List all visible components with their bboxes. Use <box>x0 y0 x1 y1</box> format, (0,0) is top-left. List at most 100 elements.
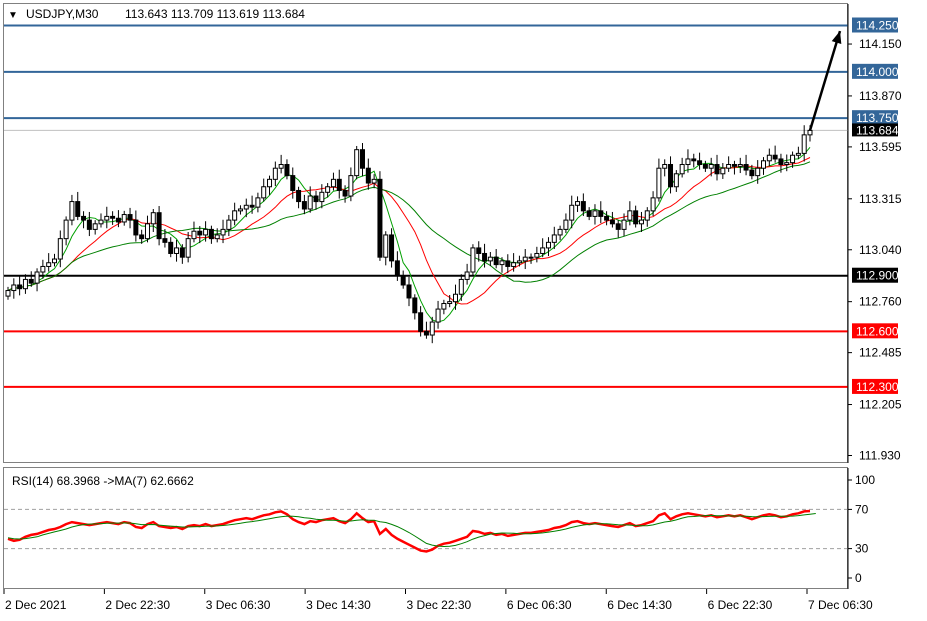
candle-bull <box>470 247 476 273</box>
candle-bear <box>336 178 342 191</box>
candle-bull <box>650 197 656 212</box>
candle-bull <box>575 201 581 206</box>
time-tick-label: 3 Dec 06:30 <box>206 598 271 612</box>
candle-bull <box>621 219 627 230</box>
candle-bear <box>197 230 203 236</box>
candle-bull <box>673 173 679 188</box>
level-price-tag-text: 113.750 <box>856 111 899 125</box>
candle-bull <box>57 238 63 260</box>
price-tick-label: 113.315 <box>859 192 902 206</box>
symbol-label: USDJPY,M30 <box>26 7 99 21</box>
candle-bull <box>563 219 569 230</box>
candle-bull <box>452 293 458 303</box>
candle-bear <box>482 252 488 262</box>
candle-bull <box>278 164 284 169</box>
candle-bull <box>487 256 493 262</box>
candle-bull <box>644 210 650 221</box>
candle-bear <box>609 219 615 225</box>
time-axis: 2 Dec 2021 2 Dec 22:30 3 Dec 06:30 3 Dec 14… <box>3 589 873 612</box>
candle-bull <box>185 238 191 258</box>
candle-bull <box>435 308 441 323</box>
candle-bull <box>784 162 790 166</box>
candle-bull <box>319 191 325 203</box>
candle-bear <box>133 219 139 236</box>
candle-bear <box>598 210 604 217</box>
price-tick-label: 112.760 <box>859 295 902 309</box>
candle-bear <box>296 189 302 203</box>
candle-bull <box>737 164 743 167</box>
forecast-arrow-shaft <box>808 30 842 131</box>
candle-bull <box>458 278 464 295</box>
forecast-arrow-head <box>831 31 842 44</box>
candle-bull <box>511 262 517 267</box>
candle-bear <box>505 260 511 267</box>
candle-bull <box>726 164 732 169</box>
candle-bear <box>249 204 255 208</box>
candle-bull <box>464 271 470 280</box>
price-tick-label: 112.485 <box>859 346 902 360</box>
candle-bull <box>766 154 772 162</box>
candle-bull <box>795 152 801 156</box>
candle-bull <box>150 212 156 225</box>
candle-bear <box>697 160 703 166</box>
candle-bear <box>81 215 87 221</box>
candle-bull <box>191 230 197 240</box>
level-price-tag-text: 114.000 <box>856 65 899 79</box>
current-price-tag <box>852 123 898 137</box>
candle-bear <box>313 195 319 203</box>
level-price-tag-text: 112.600 <box>856 324 899 338</box>
candle-bull <box>46 262 52 267</box>
candle-bull <box>790 154 796 164</box>
candle-bull <box>354 149 360 177</box>
candle-bull <box>638 219 644 225</box>
level-price-tag-text: 114.250 <box>856 19 899 33</box>
rsi-header: RSI(14) 68.3968 ->MA(7) 62.6662 <box>12 474 194 488</box>
candle-bull <box>371 178 377 184</box>
level-price-tag <box>852 378 898 394</box>
candle-bear <box>394 260 400 277</box>
price-tick-label: 113.595 <box>859 140 902 154</box>
level-price-tag-text: 112.900 <box>856 269 899 283</box>
price-tick-label: 113.040 <box>859 243 902 257</box>
level-price-tag <box>852 17 898 33</box>
time-tick-label: 6 Dec 22:30 <box>708 598 773 612</box>
candle-bull <box>69 201 75 221</box>
candle-bull <box>272 167 278 180</box>
candle-bear <box>156 212 162 240</box>
candle-bull <box>22 278 28 290</box>
candle-bull <box>801 134 807 154</box>
rsi-tick-label: 100 <box>855 473 875 487</box>
price-tick-label: 112.205 <box>859 398 902 412</box>
price-tick-label: 114.150 <box>859 37 902 51</box>
candle-bull <box>92 223 98 230</box>
candle-bull <box>755 167 761 177</box>
level-price-tag <box>852 110 898 126</box>
candle-bear <box>365 167 371 184</box>
candle-bull <box>5 290 11 297</box>
candle-bear <box>115 217 121 223</box>
candle-bull <box>383 234 389 258</box>
candle-bull <box>11 284 17 292</box>
candle-bull <box>104 215 110 221</box>
forecast-arrow <box>808 30 842 131</box>
chart-menu-icon[interactable]: ▼ <box>8 10 18 21</box>
candle-bear <box>423 330 429 336</box>
candle-bull <box>499 260 505 266</box>
candle-bull <box>51 258 57 264</box>
price-tick-label: 113.870 <box>859 89 902 103</box>
candle-bull <box>174 247 180 254</box>
level-price-tag <box>852 323 898 339</box>
candle-bear <box>412 297 418 314</box>
candle-bull <box>325 186 331 193</box>
candle-bear <box>580 201 586 212</box>
candle-bull <box>447 301 453 305</box>
candle-bull <box>540 247 546 254</box>
time-tick-label: 7 Dec 06:30 <box>808 598 873 612</box>
candle-bull <box>214 234 220 240</box>
candle-bear <box>168 241 174 254</box>
candle-bull <box>522 256 528 262</box>
candle-bull <box>685 158 691 166</box>
candle-bull <box>545 241 551 249</box>
